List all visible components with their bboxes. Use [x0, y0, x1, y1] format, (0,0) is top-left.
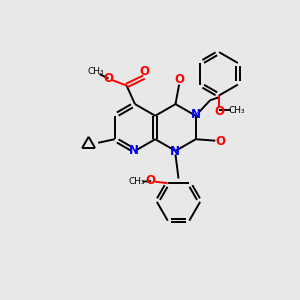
Text: N: N	[128, 144, 139, 157]
Text: CH₃: CH₃	[229, 106, 245, 115]
Text: O: O	[103, 72, 113, 85]
Text: O: O	[175, 73, 185, 86]
Text: CH₃: CH₃	[128, 177, 145, 186]
Text: O: O	[146, 174, 156, 187]
Text: O: O	[214, 105, 224, 118]
Text: N: N	[191, 108, 201, 122]
Text: O: O	[140, 65, 150, 79]
Text: CH₃: CH₃	[87, 67, 104, 76]
Text: N: N	[170, 145, 180, 158]
Text: O: O	[216, 135, 226, 148]
